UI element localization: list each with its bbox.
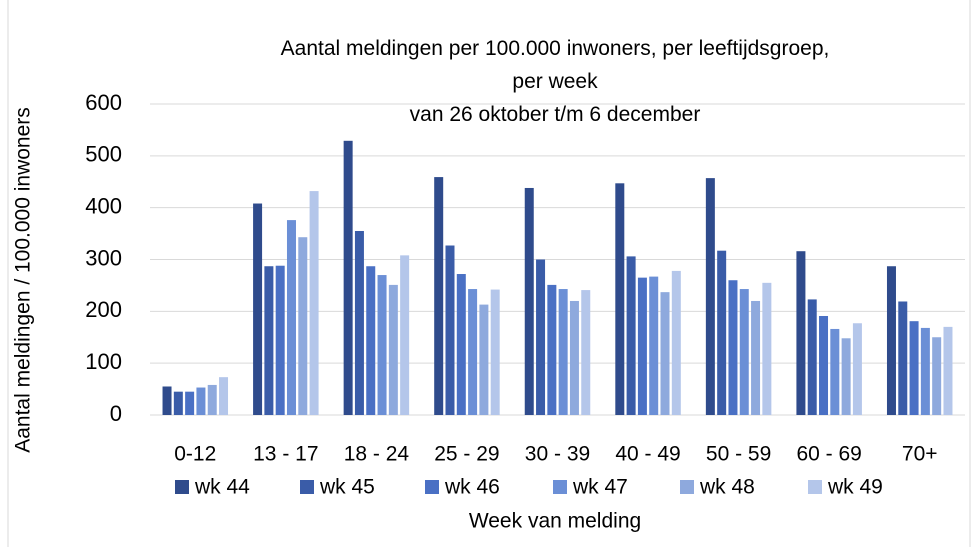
bar — [400, 255, 410, 415]
bar — [909, 321, 919, 415]
bar — [932, 337, 942, 415]
legend-swatch — [680, 480, 694, 494]
bar — [456, 274, 466, 415]
bar — [275, 265, 285, 415]
bar — [796, 251, 806, 415]
legend-label: wk 45 — [319, 476, 375, 499]
legend-label: wk 44 — [194, 476, 250, 499]
bar — [751, 300, 761, 415]
bar — [434, 177, 444, 415]
bar — [705, 178, 715, 415]
x-tick-label: 30 - 39 — [525, 443, 590, 466]
bar — [479, 304, 489, 415]
bar — [388, 284, 398, 415]
x-tick-label: 70+ — [902, 443, 938, 466]
bar — [309, 191, 319, 415]
bar — [717, 250, 727, 415]
bar — [807, 299, 817, 415]
bar — [264, 266, 274, 415]
bar — [943, 326, 953, 415]
bar — [196, 387, 206, 415]
bar — [569, 300, 579, 415]
legend-swatch — [553, 480, 567, 494]
bar — [649, 276, 659, 415]
chart-title: Aantal meldingen per 100.000 inwoners, p… — [280, 37, 830, 93]
bar — [920, 327, 930, 415]
bar — [886, 266, 896, 415]
bar — [253, 203, 263, 415]
legend-swatch — [300, 480, 314, 494]
bar — [841, 338, 851, 415]
y-tick-label: 0 — [110, 401, 122, 426]
y-tick-label: 300 — [85, 245, 122, 270]
x-tick-label: 13 - 17 — [253, 443, 318, 466]
bar — [581, 290, 591, 415]
y-tick-label: 400 — [85, 193, 122, 218]
bar — [852, 323, 862, 415]
legend-label: wk 46 — [444, 476, 500, 499]
bar — [490, 289, 500, 415]
bar — [728, 280, 738, 415]
bar — [558, 289, 568, 415]
legend-label: wk 48 — [699, 476, 755, 499]
bar — [536, 259, 546, 415]
bar — [207, 384, 217, 415]
bar — [366, 266, 376, 415]
titles: Aantal meldingen per 100.000 inwoners, p… — [270, 32, 840, 131]
legend-label: wk 47 — [572, 476, 628, 499]
y-tick-label: 600 — [85, 90, 122, 115]
x-tick-label: 25 - 29 — [434, 443, 499, 466]
bar — [162, 386, 172, 415]
y-tick-label: 200 — [85, 297, 122, 322]
bar — [219, 377, 229, 415]
x-tick-label: 40 - 49 — [615, 443, 680, 466]
bar — [185, 391, 195, 415]
bar — [354, 230, 364, 415]
x-tick-label: 18 - 24 — [344, 443, 410, 466]
bar — [173, 391, 183, 415]
bar — [524, 187, 534, 415]
bar — [637, 277, 647, 415]
bar — [739, 289, 749, 415]
bar — [660, 292, 670, 415]
bar — [762, 282, 772, 415]
legend-swatch — [425, 480, 439, 494]
bar — [547, 284, 557, 415]
chart-subtitle: van 26 oktober t/m 6 december — [409, 103, 701, 126]
y-tick-label: 100 — [85, 349, 122, 374]
bar — [830, 328, 840, 415]
bar — [445, 245, 455, 415]
x-axis-label: Week van melding — [469, 510, 641, 533]
bar — [298, 237, 308, 415]
bar — [626, 256, 636, 415]
chart-frame — [7, 0, 971, 547]
bar — [286, 220, 296, 415]
legend-swatch — [808, 480, 822, 494]
bar — [468, 289, 478, 415]
x-tick-label: 60 - 69 — [796, 443, 861, 466]
legend-label: wk 49 — [827, 476, 883, 499]
y-axis-label: Aantal meldingen / 100.000 inwoners — [12, 107, 35, 453]
x-tick-label: 0-12 — [174, 443, 216, 466]
bar — [615, 183, 625, 415]
x-tick-label: 50 - 59 — [706, 443, 771, 466]
legend-swatch — [175, 480, 189, 494]
bar — [819, 315, 829, 415]
bar — [671, 270, 681, 415]
bar — [377, 275, 387, 415]
bar — [343, 140, 353, 415]
y-tick-label: 500 — [85, 142, 122, 167]
bar — [898, 301, 908, 415]
